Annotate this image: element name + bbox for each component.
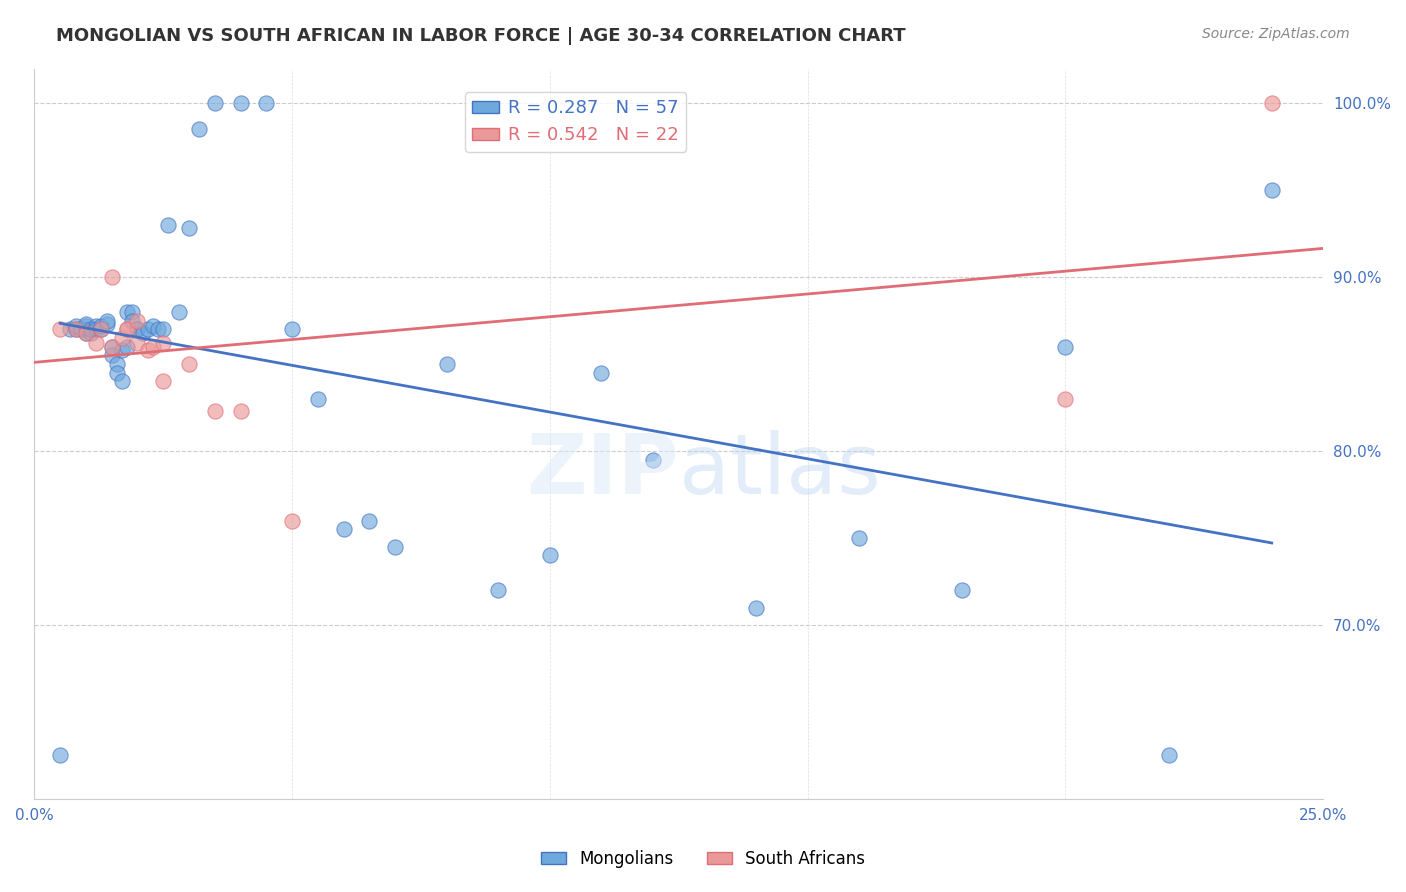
Mongolians [131, 326, 153, 340]
Mongolians [167, 305, 190, 319]
Mongolians [75, 317, 97, 331]
Mongolians [90, 318, 112, 333]
South Africans [136, 343, 159, 358]
South Africans [65, 322, 87, 336]
South Africans [177, 357, 200, 371]
Mongolians [115, 305, 138, 319]
South Africans [100, 340, 122, 354]
Mongolians [1260, 183, 1282, 197]
Mongolians [49, 748, 72, 763]
Mongolians [152, 322, 174, 336]
South Africans [115, 322, 138, 336]
Text: ZIP: ZIP [526, 430, 679, 510]
Mongolians [142, 318, 165, 333]
Mongolians [127, 322, 149, 336]
South Africans [204, 404, 226, 418]
Mongolians [229, 96, 252, 111]
Mongolians [111, 375, 134, 389]
Mongolians [75, 322, 97, 336]
South Africans [127, 313, 149, 327]
South Africans [115, 322, 138, 336]
Mongolians [105, 366, 128, 380]
Text: atlas: atlas [679, 430, 880, 510]
South Africans [152, 336, 174, 351]
Mongolians [84, 318, 107, 333]
South Africans [142, 340, 165, 354]
Mongolians [384, 540, 406, 554]
Mongolians [436, 357, 458, 371]
Mongolians [69, 322, 91, 336]
Mongolians [950, 583, 973, 598]
Mongolians [1157, 748, 1180, 763]
South Africans [111, 331, 134, 345]
Text: MONGOLIAN VS SOUTH AFRICAN IN LABOR FORCE | AGE 30-34 CORRELATION CHART: MONGOLIAN VS SOUTH AFRICAN IN LABOR FORC… [56, 27, 905, 45]
South Africans [229, 404, 252, 418]
South Africans [127, 336, 149, 351]
Mongolians [136, 322, 159, 336]
Mongolians [254, 96, 277, 111]
Mongolians [121, 313, 143, 327]
Mongolians [84, 322, 107, 336]
South Africans [1054, 392, 1077, 406]
Mongolians [1054, 340, 1077, 354]
Mongolians [75, 326, 97, 340]
Mongolians [65, 318, 87, 333]
Mongolians [848, 531, 870, 545]
Legend: R = 0.287   N = 57, R = 0.542   N = 22: R = 0.287 N = 57, R = 0.542 N = 22 [465, 92, 686, 152]
Mongolians [591, 366, 613, 380]
Mongolians [80, 322, 103, 336]
Legend: Mongolians, South Africans: Mongolians, South Africans [534, 844, 872, 875]
Mongolians [105, 357, 128, 371]
South Africans [75, 326, 97, 340]
Mongolians [100, 348, 122, 362]
Mongolians [204, 96, 226, 111]
South Africans [281, 514, 304, 528]
Mongolians [80, 326, 103, 340]
Mongolians [96, 317, 118, 331]
Mongolians [307, 392, 329, 406]
Text: Source: ZipAtlas.com: Source: ZipAtlas.com [1202, 27, 1350, 41]
Mongolians [332, 522, 354, 536]
Mongolians [100, 340, 122, 354]
Mongolians [96, 313, 118, 327]
Mongolians [90, 322, 112, 336]
Mongolians [538, 549, 561, 563]
Mongolians [359, 514, 381, 528]
South Africans [90, 322, 112, 336]
South Africans [100, 270, 122, 285]
Mongolians [127, 322, 149, 336]
Mongolians [177, 221, 200, 235]
Mongolians [75, 318, 97, 333]
Mongolians [641, 452, 664, 467]
Mongolians [188, 122, 211, 136]
Mongolians [281, 322, 304, 336]
Mongolians [486, 583, 509, 598]
Mongolians [115, 340, 138, 354]
Mongolians [146, 322, 169, 336]
South Africans [49, 322, 72, 336]
Mongolians [65, 322, 87, 336]
South Africans [152, 375, 174, 389]
Mongolians [111, 343, 134, 358]
South Africans [84, 336, 107, 351]
Mongolians [121, 305, 143, 319]
South Africans [1260, 96, 1282, 111]
Mongolians [59, 322, 82, 336]
Mongolians [745, 600, 768, 615]
Mongolians [157, 218, 180, 232]
